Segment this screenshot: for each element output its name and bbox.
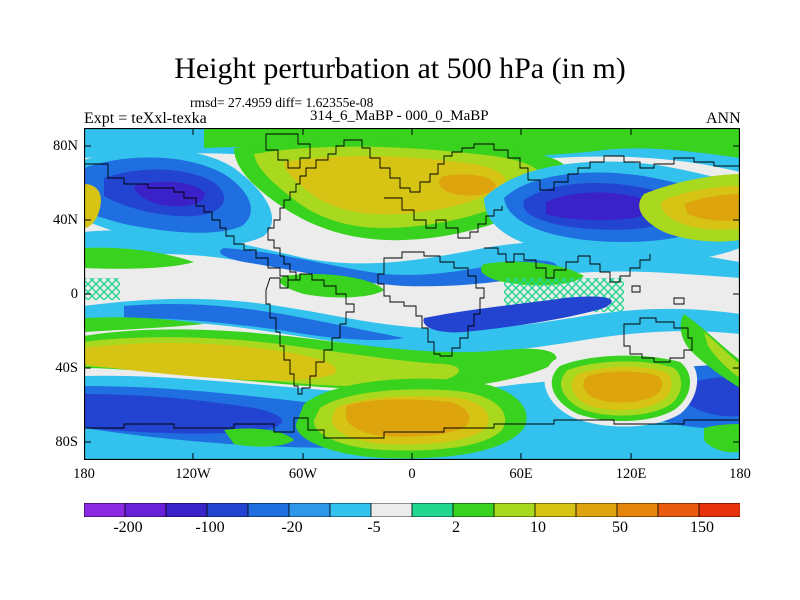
field-io-high-core [583, 371, 663, 403]
field-s-green-mid [224, 428, 294, 447]
colorbar-label-m20: -20 [281, 519, 303, 536]
map-panel [84, 128, 740, 460]
field-trop-s-green [84, 317, 204, 332]
colorbar-swatch [247, 502, 290, 518]
colorbar-swatch [534, 502, 577, 518]
height-perturbation-map [84, 128, 740, 460]
field-sa-high-core [345, 399, 470, 437]
field-polar-n-green [204, 128, 740, 158]
lat-label-40n: 40N [53, 212, 78, 228]
continent-outlines [84, 133, 740, 439]
rmsd-diff-stats: rmsd= 27.4959 diff= 1.62355e-08 [190, 95, 374, 110]
outline-north-america [84, 139, 740, 281]
colorbar-label-10: 10 [530, 519, 546, 536]
field-pac-high-core [684, 194, 740, 221]
lat-label-80s: 80S [55, 434, 78, 450]
lon-label-60w: 60W [288, 466, 318, 482]
colorbar-label-150: 150 [690, 519, 714, 536]
colorbar-label-m100: -100 [195, 519, 225, 536]
field-trop-s-blue2 [423, 296, 612, 333]
colorbar-label-m200: -200 [113, 519, 143, 536]
axis-ticks [84, 128, 740, 460]
field-sp-yellow [704, 332, 740, 378]
outline-australia [623, 317, 693, 363]
field-trop-s-blue [124, 303, 404, 341]
colorbar-swatch [124, 502, 167, 518]
colorbar-swatch [329, 502, 372, 518]
outline-greenland [265, 133, 311, 169]
colorbar-label-50: 50 [612, 519, 628, 536]
field-s-green-se [704, 424, 740, 453]
lon-label-120e: 120E [615, 466, 647, 482]
colorbar-label-2: 2 [452, 519, 460, 536]
field-trop-green-w [84, 247, 194, 269]
experiment-label: Expt = teXxl-texka [84, 110, 207, 127]
field-s-low-right-core [684, 376, 740, 417]
lon-label-180e: 180 [729, 466, 751, 482]
period-label: 314_6_MaBP - 000_0_MaBP [310, 108, 489, 124]
field-eq-hatch-w [84, 278, 120, 300]
field-asia-low-center [546, 192, 650, 221]
outline-antarctica [84, 417, 740, 439]
field-sp-green [680, 314, 740, 388]
lon-label-60e: 60E [509, 466, 533, 482]
lat-label-80n: 80N [53, 138, 78, 154]
colorbar-swatch [288, 502, 331, 518]
outline-south-america [265, 273, 355, 395]
outline-arabia-india [484, 247, 579, 279]
field-eur-high-inner [284, 156, 506, 215]
colorbar-svg [83, 502, 741, 518]
field-pac-low-left [84, 184, 101, 228]
field-s-high-inner [84, 342, 336, 381]
colorbar-swatch [616, 502, 659, 518]
lon-label-0: 0 [408, 466, 416, 482]
figure-title: Height perturbation at 500 hPa (in m) [174, 52, 626, 85]
colorbar-swatch [165, 502, 208, 518]
outline-europe-inner [384, 197, 503, 239]
lat-label-0: 0 [70, 286, 78, 302]
colorbar-swatch [575, 502, 618, 518]
colorbar-swatch [657, 502, 700, 518]
outline-islands-pacific [631, 285, 685, 305]
colorbar-swatch [493, 502, 536, 518]
colorbar-swatch [206, 502, 249, 518]
colorbar [83, 502, 741, 518]
field-trop-n-blue [220, 248, 557, 287]
colorbar-swatch [370, 502, 413, 518]
outline-africa [377, 251, 485, 357]
outline-se-asia [578, 254, 651, 283]
field-eur-high-core [439, 174, 496, 196]
colorbar-swatch [452, 502, 495, 518]
colorbar-swatch [83, 502, 126, 518]
lon-label-180w: 180 [73, 466, 95, 482]
colorbar-swatch [411, 502, 454, 518]
season-label: ANN [706, 110, 741, 127]
lat-label-40s: 40S [55, 360, 78, 376]
field-trop-n-band [84, 230, 740, 286]
colorbar-swatch [698, 502, 741, 518]
lon-label-120w: 120W [175, 466, 211, 482]
colorbar-label-m5: -5 [367, 519, 381, 536]
